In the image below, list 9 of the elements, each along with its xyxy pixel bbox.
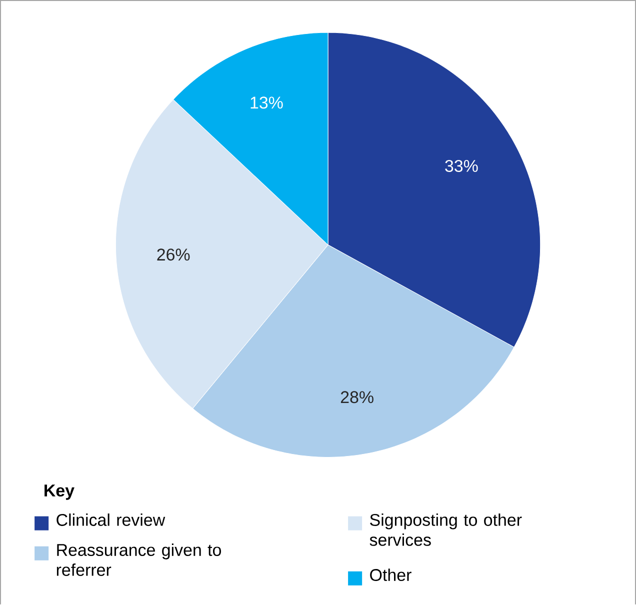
data-label: 28% bbox=[340, 391, 374, 404]
data-label: 26% bbox=[157, 248, 190, 261]
data-label: 33% bbox=[445, 160, 478, 172]
legend-label: Signposting to other services bbox=[370, 514, 522, 546]
legend-label: Reassurance given to referrer bbox=[56, 544, 221, 576]
legend-label: Clinical review bbox=[56, 514, 166, 526]
data-label: 13% bbox=[250, 96, 283, 109]
legend-label: Other bbox=[370, 568, 412, 582]
legend-title: Key bbox=[44, 484, 74, 500]
